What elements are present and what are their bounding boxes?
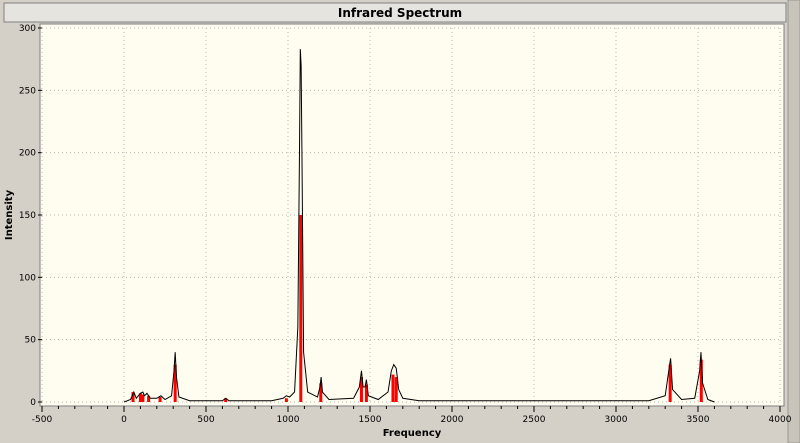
y-tick-label: 100: [19, 273, 36, 283]
stick: [141, 394, 145, 402]
x-tick-label: -500: [32, 415, 53, 425]
stick: [147, 395, 151, 402]
x-tick-label: 1500: [359, 415, 382, 425]
y-tick-label: 0: [30, 398, 36, 408]
stick: [173, 364, 177, 402]
stick: [391, 374, 395, 402]
stick: [299, 215, 303, 402]
side-strip: [787, 0, 800, 443]
y-tick-label: 50: [25, 336, 37, 346]
stick: [284, 398, 288, 402]
plot-area: [39, 23, 785, 407]
stick: [138, 393, 142, 402]
x-axis-label: Frequency: [383, 428, 442, 439]
y-tick-label: 150: [19, 211, 36, 221]
title-bar: [3, 2, 787, 23]
x-tick-label: 1000: [277, 415, 300, 425]
stick: [158, 397, 162, 402]
spectrum-line: [123, 49, 715, 403]
stick: [319, 383, 323, 402]
y-axis-label: Intensity: [4, 189, 15, 240]
stick: [699, 359, 703, 402]
stick: [131, 392, 135, 402]
stick: [364, 384, 368, 402]
x-tick-label: 2000: [441, 415, 464, 425]
x-tick-label: 4000: [769, 415, 792, 425]
y-tick-label: 200: [19, 149, 36, 159]
x-tick-label: 3000: [605, 415, 628, 425]
x-tick-label: 500: [197, 415, 214, 425]
stick: [394, 377, 398, 402]
stick: [359, 377, 363, 402]
y-tick-label: 300: [19, 24, 36, 34]
chart-title: Infrared Spectrum: [338, 6, 462, 20]
stick: [668, 364, 672, 402]
x-tick-label: 2500: [523, 415, 546, 425]
y-tick-label: 250: [19, 86, 36, 96]
x-tick-label: 3500: [687, 415, 710, 425]
stick: [224, 398, 228, 402]
x-tick-label: 0: [121, 415, 127, 425]
